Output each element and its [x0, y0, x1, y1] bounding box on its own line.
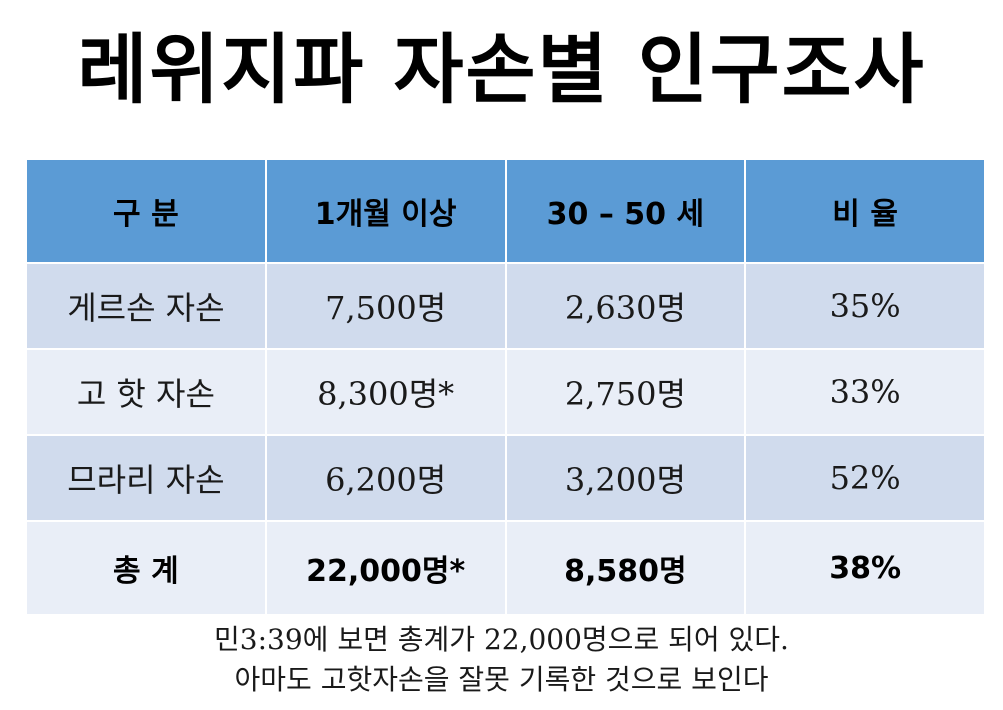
- ratio-value: 35%: [744, 262, 986, 350]
- table-row: 고 핫 자손 8,300명* 2,750명 33%: [25, 348, 986, 436]
- age-30-50-value: 2,630명: [504, 262, 747, 350]
- footnote-line-2: 아마도 고핫자손을 잘못 기록한 것으로 보인다: [234, 663, 769, 696]
- header-category: 구 분: [25, 158, 267, 264]
- one-month-plus-value: 7,500명: [264, 262, 507, 350]
- table-row: 므라리 자손 6,200명 3,200명 52%: [25, 434, 986, 522]
- census-table-container: 구 분 1개월 이상 30 – 50 세 비 율 게르손 자손 7,500명 2…: [25, 158, 986, 616]
- header-age-30-50: 30 – 50 세: [504, 158, 747, 264]
- footnote-line-1: 민3:39에 보면 총계가 22,000명으로 되어 있다.: [214, 623, 789, 656]
- total-label: 총 계: [25, 520, 267, 616]
- census-table: 구 분 1개월 이상 30 – 50 세 비 율 게르손 자손 7,500명 2…: [25, 158, 986, 616]
- table-total-row: 총 계 22,000명* 8,580명 38%: [25, 520, 986, 616]
- one-month-plus-value: 8,300명*: [264, 348, 507, 436]
- row-label: 게르손 자손: [25, 262, 267, 350]
- header-one-month-plus: 1개월 이상: [264, 158, 507, 264]
- header-ratio: 비 율: [744, 158, 986, 264]
- page-title: 레위지파 자손별 인구조사: [77, 25, 926, 114]
- row-label: 고 핫 자손: [25, 348, 267, 436]
- row-label: 므라리 자손: [25, 434, 267, 522]
- total-one-month-plus: 22,000명*: [264, 520, 507, 616]
- ratio-value: 33%: [744, 348, 986, 436]
- ratio-value: 52%: [744, 434, 986, 522]
- total-age-30-50: 8,580명: [504, 520, 747, 616]
- table-row: 게르손 자손 7,500명 2,630명 35%: [25, 262, 986, 350]
- total-ratio: 38%: [744, 520, 986, 616]
- one-month-plus-value: 6,200명: [264, 434, 507, 522]
- age-30-50-value: 3,200명: [504, 434, 747, 522]
- footnote: 민3:39에 보면 총계가 22,000명으로 되어 있다. 아마도 고핫자손을…: [0, 620, 1003, 700]
- table-header-row: 구 분 1개월 이상 30 – 50 세 비 율: [25, 158, 986, 264]
- age-30-50-value: 2,750명: [504, 348, 747, 436]
